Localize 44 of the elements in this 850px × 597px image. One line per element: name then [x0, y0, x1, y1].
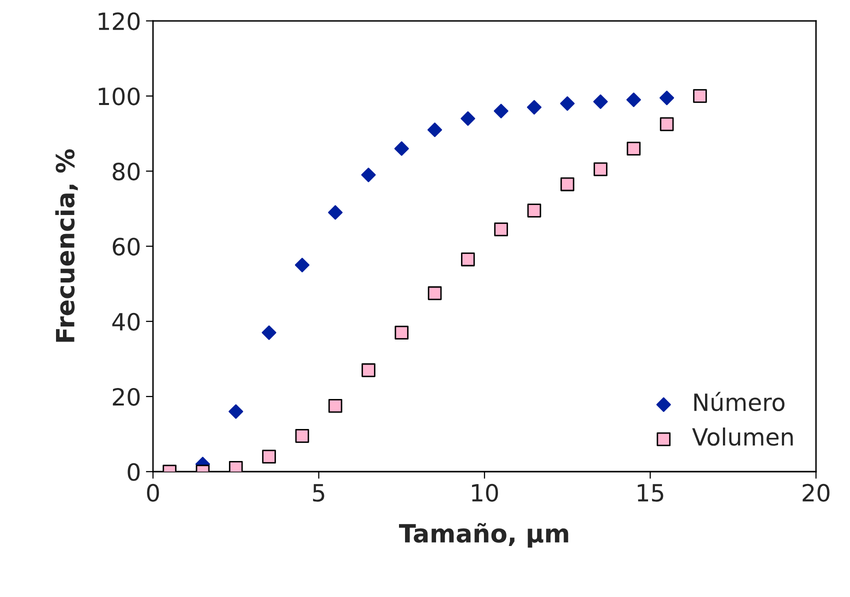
point	[460, 111, 476, 126]
x-tick-label: 5	[313, 484, 324, 502]
point	[594, 162, 608, 176]
point	[428, 286, 442, 300]
y-tick-label: 40	[112, 312, 140, 331]
y-tick-label: 0	[128, 463, 140, 481]
point	[461, 252, 475, 266]
point	[494, 222, 508, 236]
point	[660, 117, 674, 132]
point	[361, 168, 376, 182]
legend-label: Volumen	[692, 428, 793, 446]
y-tick-label: 20	[112, 388, 140, 406]
point	[294, 258, 310, 272]
point	[228, 404, 244, 419]
point	[560, 96, 575, 111]
point	[394, 326, 409, 340]
point	[526, 100, 542, 115]
x-axis-title: Tamaño, μm	[399, 522, 568, 548]
y-axis-title: Frecuencia, %	[55, 149, 78, 342]
point	[295, 429, 310, 443]
x-tick-label: 20	[802, 484, 830, 502]
point	[394, 141, 409, 156]
point	[362, 363, 376, 378]
point	[693, 89, 707, 103]
point	[262, 450, 276, 464]
point	[262, 325, 276, 340]
y-tick-label: 100	[98, 87, 140, 106]
y-tick-label: 80	[112, 162, 140, 180]
x-tick-label: 15	[638, 484, 664, 502]
x-tick-label: 0	[147, 484, 159, 502]
y-tick-label: 120	[98, 12, 140, 30]
point	[494, 104, 508, 118]
point	[527, 204, 542, 218]
point	[660, 90, 674, 106]
point	[626, 142, 641, 156]
point	[427, 122, 442, 138]
point	[593, 94, 608, 109]
x-tick-label: 10	[472, 484, 498, 502]
point	[328, 398, 342, 413]
point	[560, 177, 574, 192]
point	[626, 92, 641, 108]
point	[328, 205, 343, 220]
y-tick-label: 60	[112, 238, 140, 256]
legend-label: Número	[694, 392, 784, 412]
